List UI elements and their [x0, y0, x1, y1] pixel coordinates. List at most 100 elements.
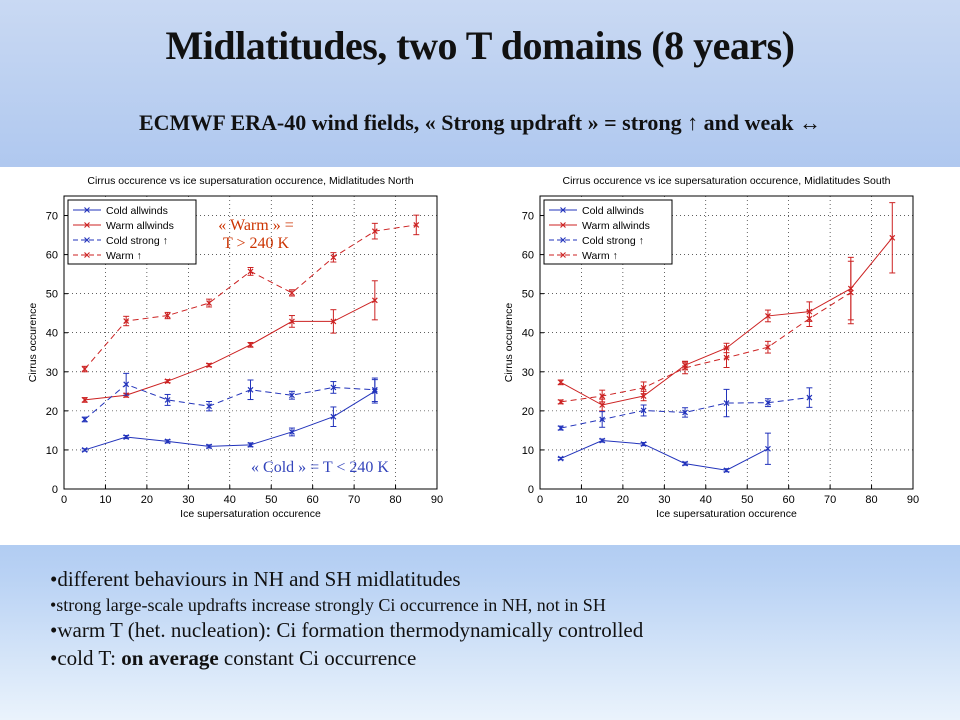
- data-point-marker: [330, 254, 337, 261]
- bullet-item: •cold T: on average constant Ci occurren…: [50, 645, 940, 673]
- bullet-item: •strong large-scale updrafts increase st…: [50, 594, 940, 618]
- x-tick-label: 50: [741, 494, 753, 506]
- data-point-marker: [640, 393, 647, 399]
- series-cold-strong: [557, 387, 813, 431]
- y-tick-label: 20: [522, 406, 534, 418]
- series-line: [84, 299, 376, 401]
- chart-south: 0 10 20 30 40 50 60 70 80 90 0 10 20 30 40 50 60 70 Cirrus…: [503, 175, 919, 520]
- legend-label: Warm ↑: [582, 250, 618, 262]
- y-tick-label: 60: [522, 250, 534, 262]
- data-point-marker: [599, 437, 606, 444]
- series-cold-allwinds: [557, 432, 771, 474]
- data-point-marker: [723, 467, 730, 474]
- data-point-marker: [557, 455, 564, 462]
- y-tick-label: 10: [522, 445, 534, 457]
- x-tick-label: 70: [824, 494, 836, 506]
- series-cold-allwinds: [81, 379, 378, 453]
- data-point-marker: [81, 416, 88, 423]
- y-tick-label: 0: [528, 484, 534, 496]
- legend-marker: [560, 222, 566, 228]
- data-point-marker: [330, 413, 337, 420]
- x-tick-label: 80: [389, 494, 401, 506]
- data-point-marker: [289, 392, 295, 399]
- y-tick-label: 30: [522, 367, 534, 379]
- data-point-marker: [847, 289, 854, 296]
- series-warm: [81, 214, 420, 373]
- data-point-marker: [765, 313, 771, 319]
- data-point-marker: [640, 441, 647, 447]
- y-axis-label: Cirrus occurence: [503, 303, 515, 383]
- x-tick-label: 0: [61, 494, 67, 506]
- x-tick-label: 20: [141, 494, 153, 506]
- legend: Cold allwinds Warm allwinds Cold strong ↑ W…: [67, 199, 197, 265]
- data-point-marker: [371, 386, 378, 393]
- y-axis-label: Cirrus occurence: [27, 303, 39, 383]
- y-tick-label: 0: [52, 484, 58, 496]
- data-point-marker: [599, 416, 606, 423]
- data-point-marker: [247, 341, 254, 348]
- y-tick-label: 20: [46, 406, 58, 418]
- x-tick-label: 60: [307, 494, 319, 506]
- data-point-marker: [247, 441, 254, 448]
- warm-annotation-line2: T > 240 K: [222, 235, 290, 252]
- data-point-marker: [413, 221, 420, 228]
- bullet-text: •cold T:: [50, 646, 122, 671]
- x-tick-label: 70: [348, 494, 360, 506]
- data-point-marker: [164, 378, 171, 385]
- data-point-marker: [247, 386, 254, 393]
- data-point-marker: [371, 297, 378, 304]
- x-tick-label: 10: [575, 494, 587, 506]
- x-axis-label: Ice supersaturation occurence: [656, 508, 797, 520]
- data-point-marker: [640, 407, 647, 414]
- y-tick-label: 70: [522, 211, 534, 223]
- legend-label: Cold allwinds: [106, 205, 168, 217]
- x-tick-label: 10: [99, 494, 111, 506]
- x-tick-label: 80: [865, 494, 877, 506]
- data-point-marker: [682, 460, 688, 467]
- data-point-marker: [330, 318, 337, 325]
- warm-annotation: « Warm » = T > 240 K: [196, 217, 316, 253]
- data-point-marker: [806, 394, 813, 401]
- data-point-marker: [765, 445, 771, 452]
- x-tick-label: 30: [658, 494, 670, 506]
- y-tick-label: 40: [46, 328, 58, 340]
- warm-annotation-line1: « Warm » =: [218, 217, 294, 234]
- bullet-text: constant Ci occurrence: [218, 646, 417, 671]
- data-point-marker: [723, 400, 730, 406]
- slide-title: Midlatitudes, two T domains (8 years): [165, 23, 795, 68]
- x-tick-label: 40: [224, 494, 236, 506]
- legend-marker: [84, 237, 90, 243]
- x-tick-label: 20: [617, 494, 629, 506]
- legend-label: Warm allwinds: [106, 220, 174, 232]
- data-point-marker: [723, 354, 730, 361]
- series-warm: [557, 260, 854, 405]
- bullet-text: on average: [121, 646, 219, 671]
- y-tick-label: 30: [46, 367, 58, 379]
- legend-label: Cold allwinds: [582, 205, 644, 217]
- data-point-marker: [557, 398, 564, 405]
- slide-subtitle: ECMWF ERA-40 wind fields, « Strong updra…: [139, 110, 821, 135]
- data-point-marker: [164, 438, 171, 445]
- legend-label: Warm allwinds: [582, 220, 650, 232]
- data-point-marker: [557, 425, 564, 431]
- data-point-marker: [206, 300, 212, 306]
- chart-north: 0 10 20 30 40 50 60 70 80 90 0 10 20 30 40 50 60 70 Cirrus…: [27, 175, 443, 520]
- x-tick-label: 60: [783, 494, 795, 506]
- data-point-marker: [330, 384, 337, 391]
- series-line: [84, 383, 375, 420]
- x-tick-label: 30: [182, 494, 194, 506]
- x-axis-label: Ice supersaturation occurence: [180, 508, 321, 520]
- data-point-marker: [765, 399, 771, 406]
- series-warm-allwinds: [81, 280, 378, 403]
- bullet-list: •different behaviours in NH and SH midla…: [50, 566, 940, 673]
- cold-annotation: « Cold » = T < 240 K: [251, 459, 389, 476]
- data-point-marker: [765, 344, 771, 351]
- x-tick-label: 0: [537, 494, 543, 506]
- bullet-item: •warm T (het. nucleation): Ci formation …: [50, 617, 940, 645]
- data-point-marker: [557, 379, 564, 386]
- y-tick-label: 70: [46, 211, 58, 223]
- legend-marker: [84, 222, 90, 228]
- data-point-marker: [123, 434, 130, 440]
- data-point-marker: [806, 315, 813, 322]
- data-point-marker: [682, 364, 688, 371]
